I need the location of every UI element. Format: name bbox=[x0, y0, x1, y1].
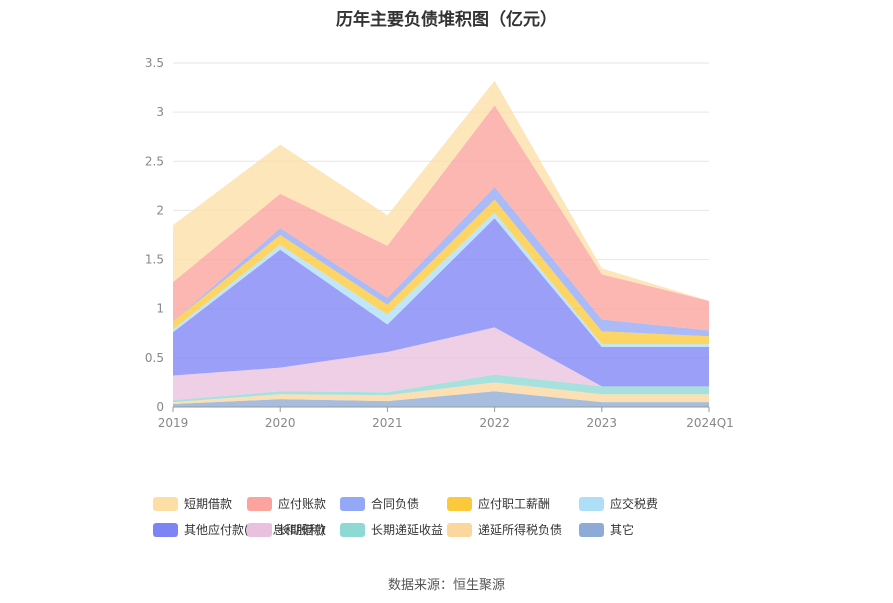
y-tick-label: 2 bbox=[156, 203, 164, 217]
y-tick-label: 3.5 bbox=[145, 56, 164, 70]
y-tick-label: 2.5 bbox=[145, 154, 164, 168]
area-series[interactable] bbox=[173, 218, 709, 387]
legend-label: 应交税费 bbox=[610, 497, 659, 511]
x-tick-label: 2024Q1 bbox=[686, 416, 734, 430]
legend-item[interactable]: 应付职工薪酬 bbox=[447, 495, 550, 512]
legend-swatch bbox=[247, 522, 272, 537]
stacked-areas bbox=[173, 80, 709, 407]
legend-swatch bbox=[579, 522, 604, 537]
legend-swatch bbox=[153, 522, 178, 537]
legend-label: 其它 bbox=[610, 523, 635, 537]
y-tick-label: 1 bbox=[156, 302, 164, 316]
legend-item[interactable]: 应交税费 bbox=[579, 495, 658, 512]
legend-label: 短期借款 bbox=[184, 497, 233, 511]
area-series[interactable] bbox=[173, 391, 709, 407]
area-series[interactable] bbox=[173, 105, 709, 331]
y-tick-label: 0 bbox=[156, 400, 164, 414]
x-tick-label: 2019 bbox=[158, 416, 189, 430]
area-series[interactable] bbox=[173, 374, 709, 403]
legend-item[interactable]: 其它 bbox=[579, 521, 634, 538]
legend-swatch bbox=[340, 522, 365, 537]
x-tick-label: 2020 bbox=[265, 416, 296, 430]
x-tick-label: 2022 bbox=[479, 416, 510, 430]
chart-title: 历年主要负债堆积图（亿元） bbox=[336, 10, 557, 30]
legend-swatch bbox=[247, 496, 272, 511]
legend-label: 应付账款 bbox=[278, 497, 327, 511]
legend-label: 长期借款 bbox=[278, 523, 327, 537]
legend-item[interactable]: 合同负债 bbox=[340, 495, 419, 512]
area-series[interactable] bbox=[173, 199, 709, 345]
axes: 0 0.5 1 1.5 2 2.5 3 3.5 2019 2020 2021 2022 2023 2024… bbox=[145, 56, 734, 430]
legend-swatch bbox=[447, 496, 472, 511]
x-tick-label: 2023 bbox=[587, 416, 618, 430]
legend-swatch bbox=[340, 496, 365, 511]
y-tick-label: 1.5 bbox=[145, 253, 164, 267]
area-series[interactable] bbox=[173, 212, 709, 348]
legend-item[interactable]: 应付账款 bbox=[247, 495, 326, 512]
legend-swatch bbox=[153, 496, 178, 511]
x-tick-label: 2021 bbox=[372, 416, 403, 430]
legend-item[interactable]: 短期借款 bbox=[153, 495, 232, 512]
legend-label: 递延所得税负债 bbox=[478, 523, 563, 537]
y-tick-label: 0.5 bbox=[145, 351, 164, 365]
y-tick-label: 3 bbox=[156, 105, 164, 119]
legend-swatch bbox=[579, 496, 604, 511]
legend-swatch bbox=[447, 522, 472, 537]
area-series[interactable] bbox=[173, 327, 709, 401]
source-note: 数据来源：恒生聚源 bbox=[387, 578, 505, 593]
legend-label: 合同负债 bbox=[371, 497, 420, 511]
legend-item[interactable]: 长期借款 bbox=[247, 521, 326, 538]
legend-item[interactable]: 长期递延收益 bbox=[340, 521, 443, 538]
legend-item[interactable]: 递延所得税负债 bbox=[447, 521, 562, 538]
area-series[interactable] bbox=[173, 80, 709, 301]
legend-label: 应付职工薪酬 bbox=[478, 497, 551, 511]
legend-label: 长期递延收益 bbox=[371, 523, 444, 537]
area-series[interactable] bbox=[173, 382, 709, 405]
